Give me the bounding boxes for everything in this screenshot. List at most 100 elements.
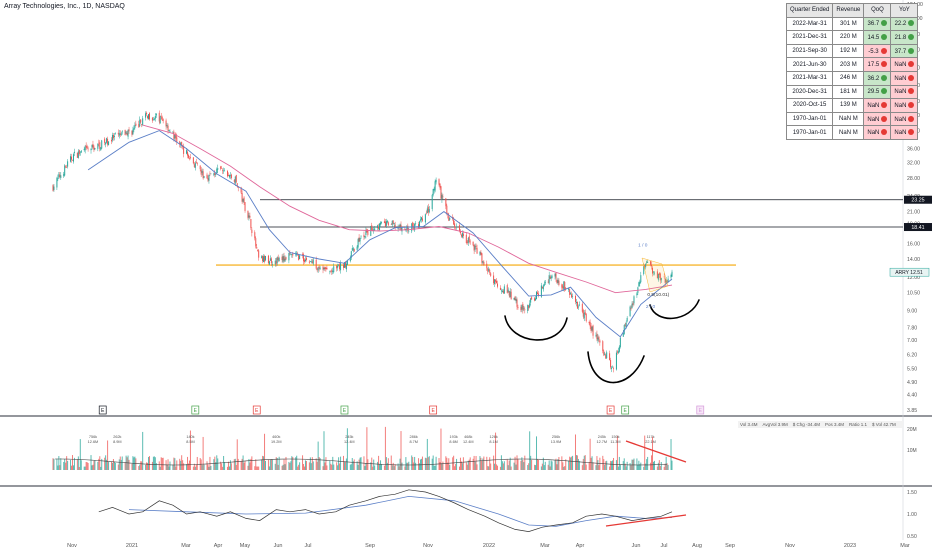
volume-bar <box>92 464 94 470</box>
candle-body <box>390 224 392 225</box>
volume-bar <box>345 458 347 470</box>
volume-bar <box>467 460 469 470</box>
candle-body <box>523 308 525 309</box>
candle-body <box>139 119 141 127</box>
volume-bar <box>565 459 567 470</box>
candle-body <box>56 178 58 188</box>
candle-body <box>105 142 107 145</box>
candles <box>52 110 673 373</box>
candle-body <box>162 119 164 121</box>
candle-body <box>609 353 611 361</box>
volume-bar <box>426 438 428 470</box>
volume-bar <box>522 459 524 470</box>
candle-body <box>577 306 579 308</box>
volume-bar <box>282 464 284 470</box>
volume-bar <box>208 466 210 470</box>
volume-bar <box>70 459 72 470</box>
volume-bar <box>670 439 672 470</box>
volume-bar <box>298 464 300 470</box>
candle-body <box>615 352 617 370</box>
ema-fast-line <box>87 130 673 338</box>
candle-body <box>597 337 599 341</box>
cell-quarter-value: 2022-Mar-31 <box>792 20 827 27</box>
cell-qoq: 29.5 <box>863 84 892 100</box>
oscillator-tick-label: 1.50 <box>907 490 917 496</box>
candle-body <box>582 310 584 317</box>
earnings-marker-label: E <box>343 408 347 414</box>
pattern-annotation: 2 / 0 <box>646 304 656 310</box>
candle-body <box>63 173 65 177</box>
candle-body <box>496 280 498 284</box>
candle-body <box>359 237 361 242</box>
time-tick-label: Jul <box>304 543 311 549</box>
cell-qoq: 14.5 <box>863 30 892 45</box>
volume-bar <box>87 462 89 470</box>
candle-body <box>99 142 101 149</box>
volume-bar <box>442 461 444 470</box>
volume-bar <box>317 441 319 470</box>
volume-label-sub: 11.3M <box>610 440 620 444</box>
status-dot-icon <box>881 129 888 136</box>
candle-body <box>175 133 177 139</box>
volume-bar <box>615 460 617 470</box>
candle-body <box>394 224 396 228</box>
volume-bar <box>302 455 304 470</box>
candle-body <box>640 275 642 283</box>
volume-bar <box>599 457 601 470</box>
volume-bar <box>390 455 392 470</box>
candle-body <box>85 145 87 148</box>
candle-body <box>535 298 537 301</box>
price-tick-label: 4.90 <box>907 380 917 386</box>
volume-bar <box>592 462 594 470</box>
volume-bar <box>433 465 435 470</box>
volume-bar <box>189 430 191 470</box>
candle-body <box>530 298 532 303</box>
candle-body <box>625 322 627 328</box>
status-dot-icon <box>908 115 915 122</box>
candle-body <box>229 175 231 177</box>
candle-body <box>630 308 632 309</box>
volume-bar <box>408 461 410 470</box>
candle-body <box>250 219 252 229</box>
volume-bar <box>124 462 126 470</box>
volume-bar <box>71 465 73 470</box>
volume-bar <box>493 455 495 470</box>
candle-body <box>108 141 110 146</box>
volume-label: 150k <box>611 435 619 439</box>
candle-body <box>86 146 88 149</box>
header-quarter: Quarter Ended <box>785 3 834 18</box>
candle-body <box>269 258 271 261</box>
volume-bar <box>248 458 250 470</box>
candle-body <box>330 270 332 272</box>
candle-body <box>588 321 590 324</box>
volume-bar <box>441 463 443 470</box>
volume-bar <box>469 457 471 470</box>
status-dot-icon <box>880 47 887 54</box>
volume-bar <box>236 439 238 470</box>
candle-body <box>278 257 280 262</box>
candle-body <box>465 234 467 244</box>
candle-body <box>494 279 496 284</box>
time-tick-label: Mar <box>540 543 550 549</box>
volume-label-sub: 22.1M <box>645 440 656 444</box>
volume-bar <box>138 466 140 470</box>
cell-yoy: NaN <box>890 98 919 113</box>
cell-quarter-value: 2021-Mar-31 <box>792 75 827 82</box>
volume-label-sub: 8.1M <box>489 440 497 444</box>
volume-label: 262k <box>113 435 121 439</box>
cell-yoy: NaN <box>890 111 919 127</box>
level-label: 18.41 <box>911 225 924 231</box>
candle-body <box>651 264 653 267</box>
volume-bar <box>60 458 62 470</box>
volume-bar <box>108 462 110 470</box>
volume-bar <box>440 428 442 470</box>
volume-legend-item: Vol 3.4M <box>740 422 758 427</box>
volume-bar <box>535 465 537 470</box>
candle-body <box>419 221 421 227</box>
volume-bar <box>291 456 293 470</box>
volume-bar <box>85 461 87 470</box>
price-tick-label: 10.50 <box>907 291 920 297</box>
cell-yoy: 37.7 <box>890 43 919 59</box>
candle-body <box>241 192 243 202</box>
volume-label: 126k <box>489 435 497 439</box>
